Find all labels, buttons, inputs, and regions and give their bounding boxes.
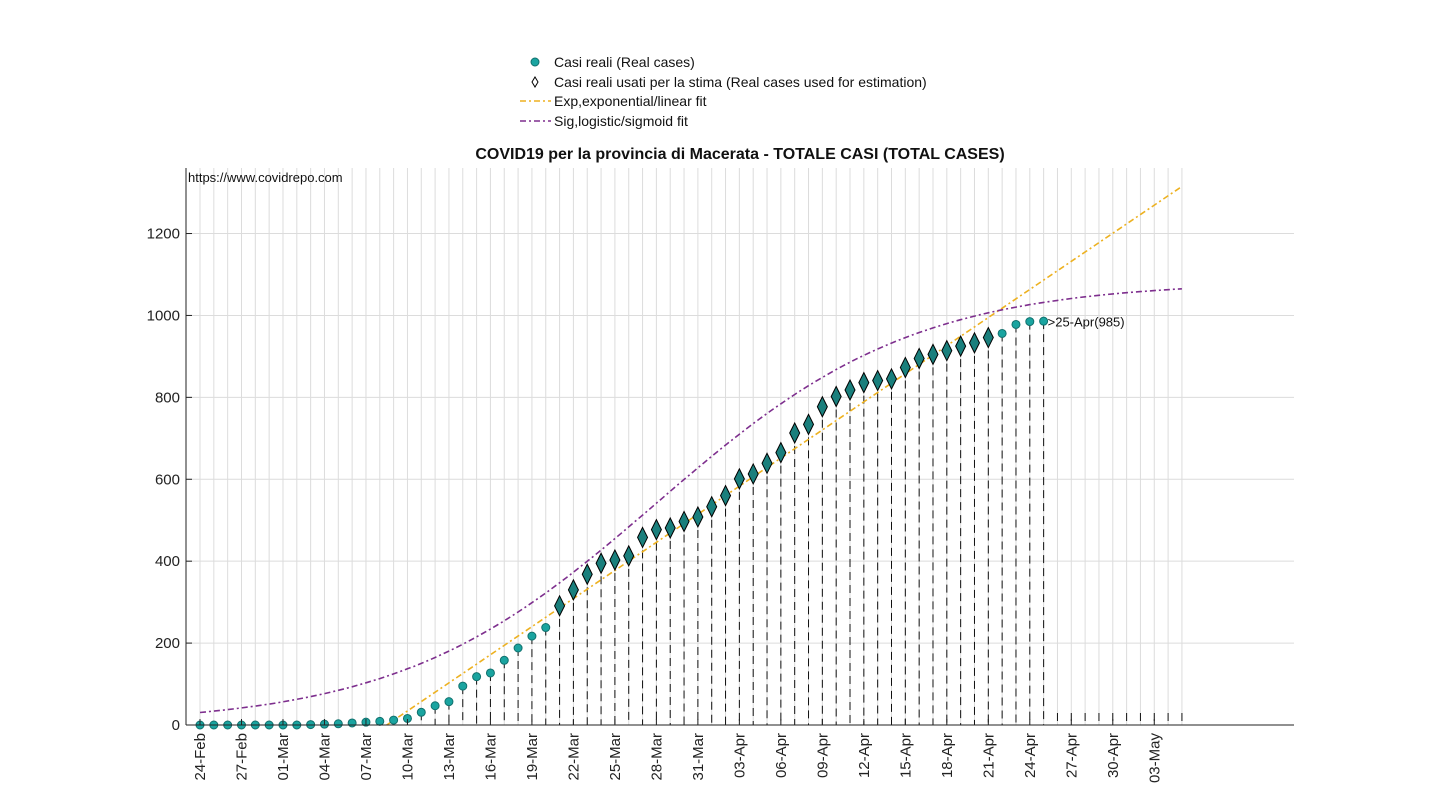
used-case-diamond <box>637 526 649 549</box>
used-case-diamond <box>927 343 939 366</box>
used-case-diamond <box>982 326 994 349</box>
y-tick-label: 0 <box>172 717 180 734</box>
used-case-diamond <box>761 452 773 475</box>
annotations: >25-Apr(985) <box>1048 315 1125 330</box>
used-case-diamond <box>885 367 898 391</box>
x-tick-label: 27-Feb <box>233 733 250 781</box>
real-case-point <box>444 697 454 707</box>
x-tick-label: 19-Mar <box>524 733 541 781</box>
real-case-point <box>1011 319 1021 329</box>
used-case-diamond <box>733 467 745 490</box>
x-tick-label: 04-Mar <box>316 733 333 781</box>
used-case-diamond <box>816 395 828 418</box>
x-tick-label: 25-Mar <box>607 733 624 781</box>
used-case-diamond <box>664 516 676 540</box>
used-case-diamond <box>872 369 884 392</box>
x-tick-label: 06-Apr <box>773 733 790 778</box>
x-tick-label: 16-Mar <box>482 733 499 781</box>
used-case-diamond <box>581 563 593 586</box>
x-tick-label: 09-Apr <box>814 733 831 778</box>
y-tick-label: 1200 <box>147 226 180 243</box>
plot-area <box>186 168 1294 725</box>
real-case-point <box>499 655 509 665</box>
x-tick-label: 01-Mar <box>275 733 292 781</box>
x-tick-label: 31-Mar <box>690 733 707 781</box>
used-case-diamond <box>623 544 635 567</box>
x-tick-label: 28-Mar <box>648 733 665 781</box>
y-tick-label: 200 <box>155 635 180 652</box>
real-case-point <box>375 716 385 726</box>
legend: Casi reali (Real cases) Casi reali usati… <box>520 54 927 129</box>
source-url-label: https://www.covidrepo.com <box>188 170 343 185</box>
used-case-diamond <box>830 385 842 408</box>
used-case-diamond <box>650 518 662 541</box>
real-case-point <box>1025 317 1035 327</box>
real-case-point <box>416 707 426 717</box>
real-case-point <box>347 718 357 728</box>
used-case-diamond <box>554 594 566 617</box>
legend-marker-real-cases <box>530 57 540 67</box>
used-case-diamond <box>858 371 870 394</box>
x-tick-label: 27-Apr <box>1063 733 1080 778</box>
used-case-diamond <box>913 347 925 370</box>
real-case-point <box>997 328 1007 338</box>
x-tick-label: 15-Apr <box>897 733 914 778</box>
real-case-point <box>1039 316 1049 326</box>
used-case-diamond <box>609 548 621 572</box>
used-case-diamond <box>775 441 787 464</box>
x-tick-label: 07-Mar <box>358 733 375 781</box>
real-case-point <box>389 715 399 725</box>
used-case-diamond <box>968 331 981 355</box>
x-tick-label: 12-Apr <box>856 733 873 778</box>
legend-marker-used-cases <box>531 76 539 88</box>
x-tick-label: 22-Mar <box>565 733 582 781</box>
y-tick-label: 800 <box>155 389 180 406</box>
real-case-point <box>333 719 343 729</box>
used-case-diamond <box>844 378 856 402</box>
used-case-diamond <box>678 510 690 533</box>
x-tick-label: 10-Mar <box>399 733 416 781</box>
used-case-diamond <box>747 462 759 486</box>
y-tick-label: 600 <box>155 471 180 488</box>
real-case-point <box>485 668 495 678</box>
used-case-diamond <box>941 339 953 362</box>
y-tick-label: 400 <box>155 553 180 570</box>
legend-label-exp-fit: Exp,exponential/linear fit <box>554 93 707 109</box>
x-tick-label: 24-Feb <box>192 733 209 781</box>
real-case-point <box>541 623 551 633</box>
y-axis-ticks: 0 200 400 600 800 1000 1200 <box>147 226 192 734</box>
x-tick-label: 30-Apr <box>1105 733 1122 778</box>
used-case-diamond <box>899 356 911 379</box>
used-case-diamond <box>692 505 704 529</box>
used-case-diamond <box>719 484 732 507</box>
x-tick-label: 21-Apr <box>980 733 997 778</box>
annotation-label: >25-Apr(985) <box>1048 315 1125 330</box>
legend-label-used-cases: Casi reali usati per la stima (Real case… <box>554 74 927 90</box>
used-case-diamond <box>567 578 579 601</box>
legend-label-sig-fit: Sig,logistic/sigmoid fit <box>554 113 688 129</box>
x-tick-label: 18-Apr <box>939 733 956 778</box>
real-case-point <box>430 701 440 711</box>
x-tick-label: 03-Apr <box>731 733 748 778</box>
real-case-point <box>472 672 482 682</box>
x-axis-ticks: 24-Feb 27-Feb 01-Mar 04-Mar 07-Mar 10-Mar 13-M… <box>192 719 1163 783</box>
real-case-point <box>513 643 523 653</box>
legend-label-real-cases: Casi reali (Real cases) <box>554 54 695 70</box>
used-case-diamond <box>706 495 718 518</box>
chart-title: COVID19 per la provincia di Macerata - T… <box>475 146 1004 163</box>
used-case-diamond <box>789 421 801 445</box>
used-case-diamond <box>595 552 607 575</box>
x-tick-label: 24-Apr <box>1022 733 1039 778</box>
y-tick-label: 1000 <box>147 307 180 324</box>
x-tick-label: 13-Mar <box>441 733 458 781</box>
x-tick-label: 03-May <box>1146 733 1163 784</box>
used-case-diamond <box>955 335 967 358</box>
used-case-diamond <box>802 413 815 436</box>
used-cases-points <box>554 326 994 617</box>
real-case-point <box>458 681 468 691</box>
real-case-point <box>527 631 537 641</box>
